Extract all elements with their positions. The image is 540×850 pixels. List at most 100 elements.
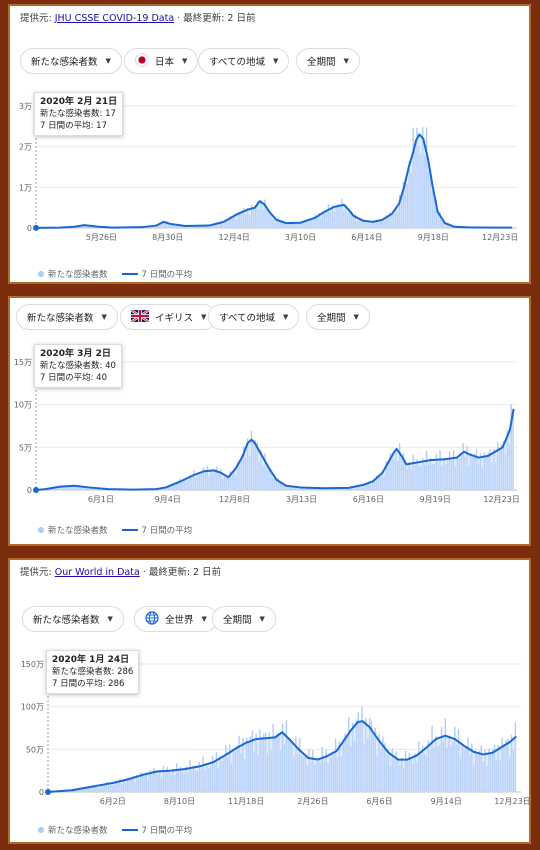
chart-card-japan: 提供元: JHU CSSE COVID-19 Data · 最終更新: 2 日前… [8, 4, 531, 284]
caret-down-icon: ▼ [105, 57, 111, 65]
source-line: 提供元: JHU CSSE COVID-19 Data · 最終更新: 2 日前 [20, 10, 256, 24]
region-dropdown-label: イギリス [155, 313, 194, 324]
line-series-swatch [121, 273, 138, 275]
period-dropdown-label: 全期間 [307, 57, 336, 68]
bar-series-swatch [38, 271, 44, 277]
region-dropdown-label: 日本 [155, 57, 175, 68]
region-dropdown[interactable]: 日本 ▼ [124, 48, 199, 74]
legend-new-cases: 新たな感染者数 [48, 826, 108, 836]
legend-7day-average: 7 日間の平均 [141, 526, 193, 536]
area-dropdown[interactable]: すべての地域 ▼ [198, 48, 290, 74]
chart-legend: 新たな感染者数 7 日間の平均 [38, 824, 192, 836]
caret-down-icon: ▼ [182, 57, 188, 65]
x-tick-label: 11月18日 [228, 797, 264, 806]
chart-card-world: 提供元: Our World in Data · 最終更新: 2 日前 新たな感… [8, 558, 531, 844]
x-tick-label: 6月2日 [100, 797, 126, 806]
7day-average-line [35, 408, 515, 491]
tooltip-7day-average: 7 日間の平均: 17 [40, 121, 107, 131]
x-tick-label: 9月14日 [431, 797, 462, 806]
y-tick-label: 15万 [14, 358, 32, 367]
y-tick-label: 100万 [21, 703, 44, 712]
cases-chart-japan[interactable]: 0 1万 2万 3万 5月26日 8月30日 12月4日 3月10日 6月14日 9月18日 12月… [10, 98, 531, 263]
hover-point-marker [45, 788, 51, 795]
legend-7day-average: 7 日間の平均 [141, 270, 193, 280]
cases-chart-uk[interactable]: 0 5万 10万 15万 6月1日 9月4日 12月8日 3月13日 6月16日 9月19日 12月… [10, 354, 531, 519]
x-tick-label: 5月26日 [86, 233, 117, 242]
y-tick-label: 2万 [19, 143, 32, 152]
area-dropdown-label: すべての地域 [209, 57, 265, 68]
x-tick-label: 12月23日 [494, 797, 530, 806]
hover-point-marker [33, 224, 39, 231]
tooltip-new-cases: 新たな感染者数: 40 [40, 361, 116, 371]
caret-down-icon: ▼ [343, 57, 349, 65]
7day-average-line [47, 720, 517, 793]
chart-legend: 新たな感染者数 7 日間の平均 [38, 524, 192, 536]
period-dropdown[interactable]: 全期間 ▼ [296, 48, 360, 74]
x-tick-label: 9月18日 [418, 233, 449, 242]
y-tick-label: 50万 [26, 745, 44, 754]
period-dropdown-label: 全期間 [317, 313, 346, 324]
tooltip-new-cases: 新たな感染者数: 17 [40, 109, 116, 119]
caret-down-icon: ▼ [259, 615, 265, 623]
source-prefix: 提供元: [20, 13, 55, 24]
chart-legend: 新たな感染者数 7 日間の平均 [38, 268, 192, 280]
bar-series-swatch [38, 827, 44, 833]
x-tick-label: 8月10日 [164, 797, 195, 806]
japan-flag-icon [135, 52, 149, 70]
x-tick-label: 6月14日 [351, 233, 382, 242]
y-tick-label: 5万 [19, 443, 32, 452]
y-tick-label: 3万 [19, 102, 32, 111]
x-tick-label: 3月13日 [286, 495, 317, 504]
caret-down-icon: ▼ [282, 313, 289, 321]
7day-average-line [35, 133, 513, 229]
x-tick-label: 3月10日 [285, 233, 316, 242]
period-dropdown[interactable]: 全期間 ▼ [212, 606, 276, 632]
x-tick-label: 6月16日 [353, 495, 384, 504]
x-tick-label: 12月23日 [483, 495, 519, 504]
area-dropdown[interactable]: すべての地域 ▼ [208, 304, 300, 330]
tooltip-date: 2020年 2月 21日 [40, 97, 118, 107]
line-series-swatch [121, 829, 138, 831]
tooltip-new-cases: 新たな感染者数: 286 [52, 667, 134, 677]
source-link[interactable]: JHU CSSE COVID-19 Data [54, 13, 175, 24]
bar-series-swatch [38, 527, 44, 533]
metric-dropdown[interactable]: 新たな感染者数 ▼ [20, 48, 122, 74]
y-tick-label: 0 [39, 788, 44, 797]
x-tick-label: 12月4日 [219, 233, 250, 242]
caret-down-icon: ▼ [201, 615, 207, 623]
average-area-fill [48, 721, 517, 792]
metric-dropdown[interactable]: 新たな感染者数 ▼ [22, 606, 124, 632]
metric-dropdown-label: 新たな感染者数 [27, 313, 94, 324]
legend-new-cases: 新たな感染者数 [48, 270, 108, 280]
line-series-swatch [121, 529, 138, 531]
chart-tooltip: 2020年 2月 21日 新たな感染者数: 17 7 日間の平均: 17 [34, 92, 124, 136]
globe-icon [145, 610, 159, 628]
period-dropdown-label: 全期間 [223, 615, 252, 626]
y-tick-label: 0 [27, 486, 32, 495]
source-link[interactable]: Our World in Data [54, 567, 140, 578]
y-tick-label: 10万 [14, 401, 32, 410]
region-dropdown[interactable]: 全世界 ▼ [134, 606, 218, 632]
caret-down-icon: ▼ [353, 313, 359, 321]
x-tick-label: 6月1日 [88, 495, 114, 504]
average-area-fill [36, 134, 513, 228]
chart-card-uk: 新たな感染者数 ▼ イギリス ▼ すべての地域 ▼ 全期間 ▼ 0 5万 10万 15万 6月1… [8, 296, 531, 546]
x-tick-label: 6月6日 [366, 797, 392, 806]
region-dropdown-label: 全世界 [165, 615, 194, 626]
average-area-fill [36, 408, 514, 490]
source-prefix: 提供元: [20, 567, 55, 578]
uk-flag-icon [130, 308, 150, 325]
x-tick-label: 2月26日 [297, 797, 328, 806]
cases-chart-world[interactable]: 0 50万 100万 150万 6月2日 8月10日 11月18日 2月26日 6月6日 9月14… [10, 656, 531, 816]
tooltip-7day-average: 7 日間の平均: 40 [40, 373, 107, 383]
y-tick-label: 150万 [21, 660, 44, 669]
last-updated-text: · 最終更新: 2 日前 [139, 567, 222, 578]
period-dropdown[interactable]: 全期間 ▼ [306, 304, 370, 330]
last-updated-text: · 最終更新: 2 日前 [174, 13, 256, 24]
hover-point-marker [33, 486, 39, 493]
metric-dropdown[interactable]: 新たな感染者数 ▼ [16, 304, 118, 330]
caret-down-icon: ▼ [107, 615, 113, 623]
chart-tooltip: 2020年 3月 2日 新たな感染者数: 40 7 日間の平均: 40 [34, 344, 122, 388]
region-dropdown[interactable]: イギリス ▼ [120, 304, 218, 330]
caret-down-icon: ▼ [101, 313, 107, 321]
